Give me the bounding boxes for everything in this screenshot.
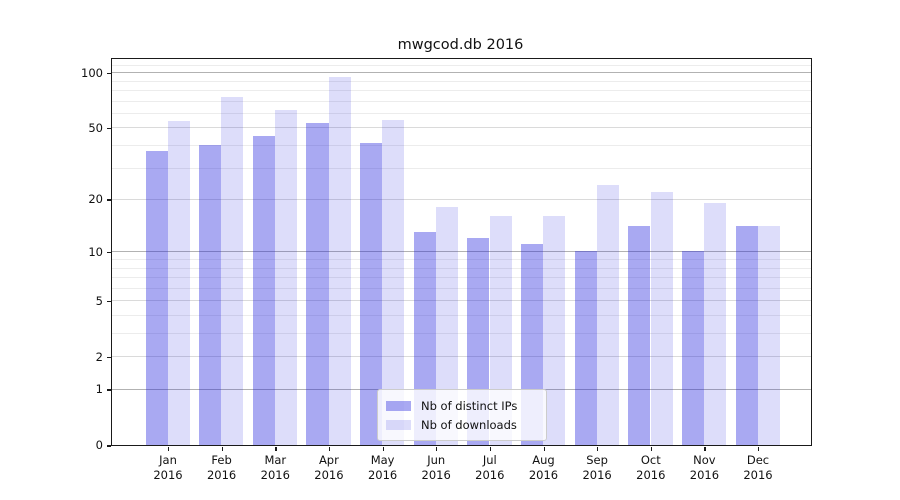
- bar-distinct-ips-sep: [574, 251, 597, 445]
- bar-downloads-nov: [704, 203, 727, 445]
- y-tick-label-2: 2: [95, 349, 103, 364]
- y-gridline-2: [112, 356, 811, 358]
- y-tick-5: [107, 300, 111, 302]
- y-gridline-6: [112, 287, 811, 289]
- bar-distinct-ips-may: [360, 143, 383, 445]
- y-gridline-7: [112, 277, 811, 278]
- chart-title: mwgcod.db 2016: [397, 37, 524, 53]
- x-tick-label-feb: Feb 2016: [206, 453, 237, 482]
- legend-swatch-downloads: [386, 419, 411, 430]
- x-tick-label-jul: Jul 2016: [475, 453, 505, 482]
- y-tick-10: [107, 251, 111, 253]
- y-gridline-40: [112, 145, 811, 147]
- x-tick-label-nov: Nov 2016: [689, 453, 720, 482]
- y-tick-label-20: 20: [88, 192, 103, 207]
- y-tick-label-0: 0: [95, 438, 103, 453]
- x-tick-jun: [436, 446, 438, 451]
- bar-downloads-apr: [328, 77, 351, 445]
- x-tick-jan: [168, 446, 170, 451]
- bar-downloads-dec: [757, 226, 780, 445]
- x-tick-feb: [221, 446, 223, 451]
- y-tick-label-100: 100: [81, 65, 103, 80]
- y-gridline-80: [112, 90, 811, 92]
- y-tick-2: [107, 356, 111, 358]
- y-gridline-9: [112, 259, 811, 260]
- y-gridline-8: [112, 267, 811, 269]
- y-gridline-110: [112, 64, 811, 66]
- bar-distinct-ips-oct: [628, 226, 651, 445]
- bar-downloads-oct: [650, 191, 673, 445]
- bar-downloads-may: [382, 119, 405, 445]
- x-tick-jul: [489, 446, 492, 451]
- y-gridline-70: [112, 100, 811, 102]
- plot-area: Nb of distinct IPs Nb of downloads: [111, 58, 812, 446]
- x-tick-nov: [704, 446, 706, 451]
- y-tick-50: [107, 127, 111, 129]
- x-tick-label-may: May 2016: [367, 453, 398, 482]
- bar-downloads-jul: [489, 216, 512, 445]
- y-gridline-60: [112, 113, 811, 114]
- bar-distinct-ips-jan: [145, 151, 168, 445]
- x-tick-label-apr: Apr 2016: [314, 453, 344, 482]
- x-tick-dec: [758, 446, 760, 451]
- y-tick-label-5: 5: [95, 293, 103, 308]
- y-gridline-3: [112, 333, 811, 334]
- x-tick-mar: [275, 446, 277, 451]
- bar-distinct-ips-feb: [199, 145, 222, 445]
- bar-downloads-jan: [167, 121, 190, 445]
- x-tick-apr: [328, 446, 331, 451]
- y-tick-label-10: 10: [88, 244, 103, 259]
- bar-downloads-feb: [221, 97, 244, 445]
- y-gridline-4: [112, 315, 811, 316]
- x-tick-label-sep: Sep 2016: [582, 453, 612, 482]
- y-gridline-10: [112, 251, 811, 253]
- bar-distinct-ips-apr: [306, 122, 329, 445]
- legend-entry-downloads: Nb of downloads: [386, 415, 536, 434]
- y-gridline-20: [112, 199, 811, 201]
- y-tick-100: [107, 72, 111, 74]
- y-tick-20: [107, 199, 111, 201]
- y-gridline-90: [112, 80, 811, 82]
- bar-downloads-mar: [275, 110, 298, 445]
- x-tick-aug: [543, 446, 545, 451]
- bar-distinct-ips-dec: [735, 226, 758, 445]
- y-gridline-100: [112, 72, 811, 74]
- y-tick-0: [107, 445, 111, 447]
- x-tick-oct: [650, 446, 653, 451]
- bar-downloads-aug: [543, 216, 566, 445]
- x-tick-label-oct: Oct 2016: [636, 453, 666, 482]
- y-gridline-50: [112, 127, 811, 129]
- y-gridline-30: [112, 167, 811, 169]
- x-tick-label-jun: Jun 2016: [421, 453, 451, 482]
- bar-downloads-sep: [596, 185, 619, 445]
- legend-entry-distinct-ips: Nb of distinct IPs: [386, 396, 536, 415]
- legend-label-downloads: Nb of downloads: [421, 417, 517, 432]
- bar-distinct-ips-nov: [681, 251, 705, 445]
- x-tick-label-aug: Aug 2016: [528, 453, 559, 482]
- legend: Nb of distinct IPs Nb of downloads: [377, 389, 547, 441]
- x-tick-sep: [597, 446, 599, 451]
- y-gridline-5: [112, 300, 811, 302]
- y-tick-label-50: 50: [88, 120, 103, 135]
- x-tick-may: [382, 446, 384, 451]
- bar-downloads-jun: [435, 207, 459, 445]
- y-tick-1: [107, 389, 111, 391]
- y-tick-label-1: 1: [95, 382, 103, 397]
- x-tick-label-mar: Mar 2016: [260, 453, 290, 482]
- legend-label-distinct-ips: Nb of distinct IPs: [421, 398, 518, 413]
- legend-swatch-distinct-ips: [386, 400, 411, 411]
- bar-distinct-ips-mar: [252, 135, 275, 445]
- x-tick-label-dec: Dec 2016: [743, 453, 773, 482]
- x-tick-label-jan: Jan 2016: [153, 453, 183, 482]
